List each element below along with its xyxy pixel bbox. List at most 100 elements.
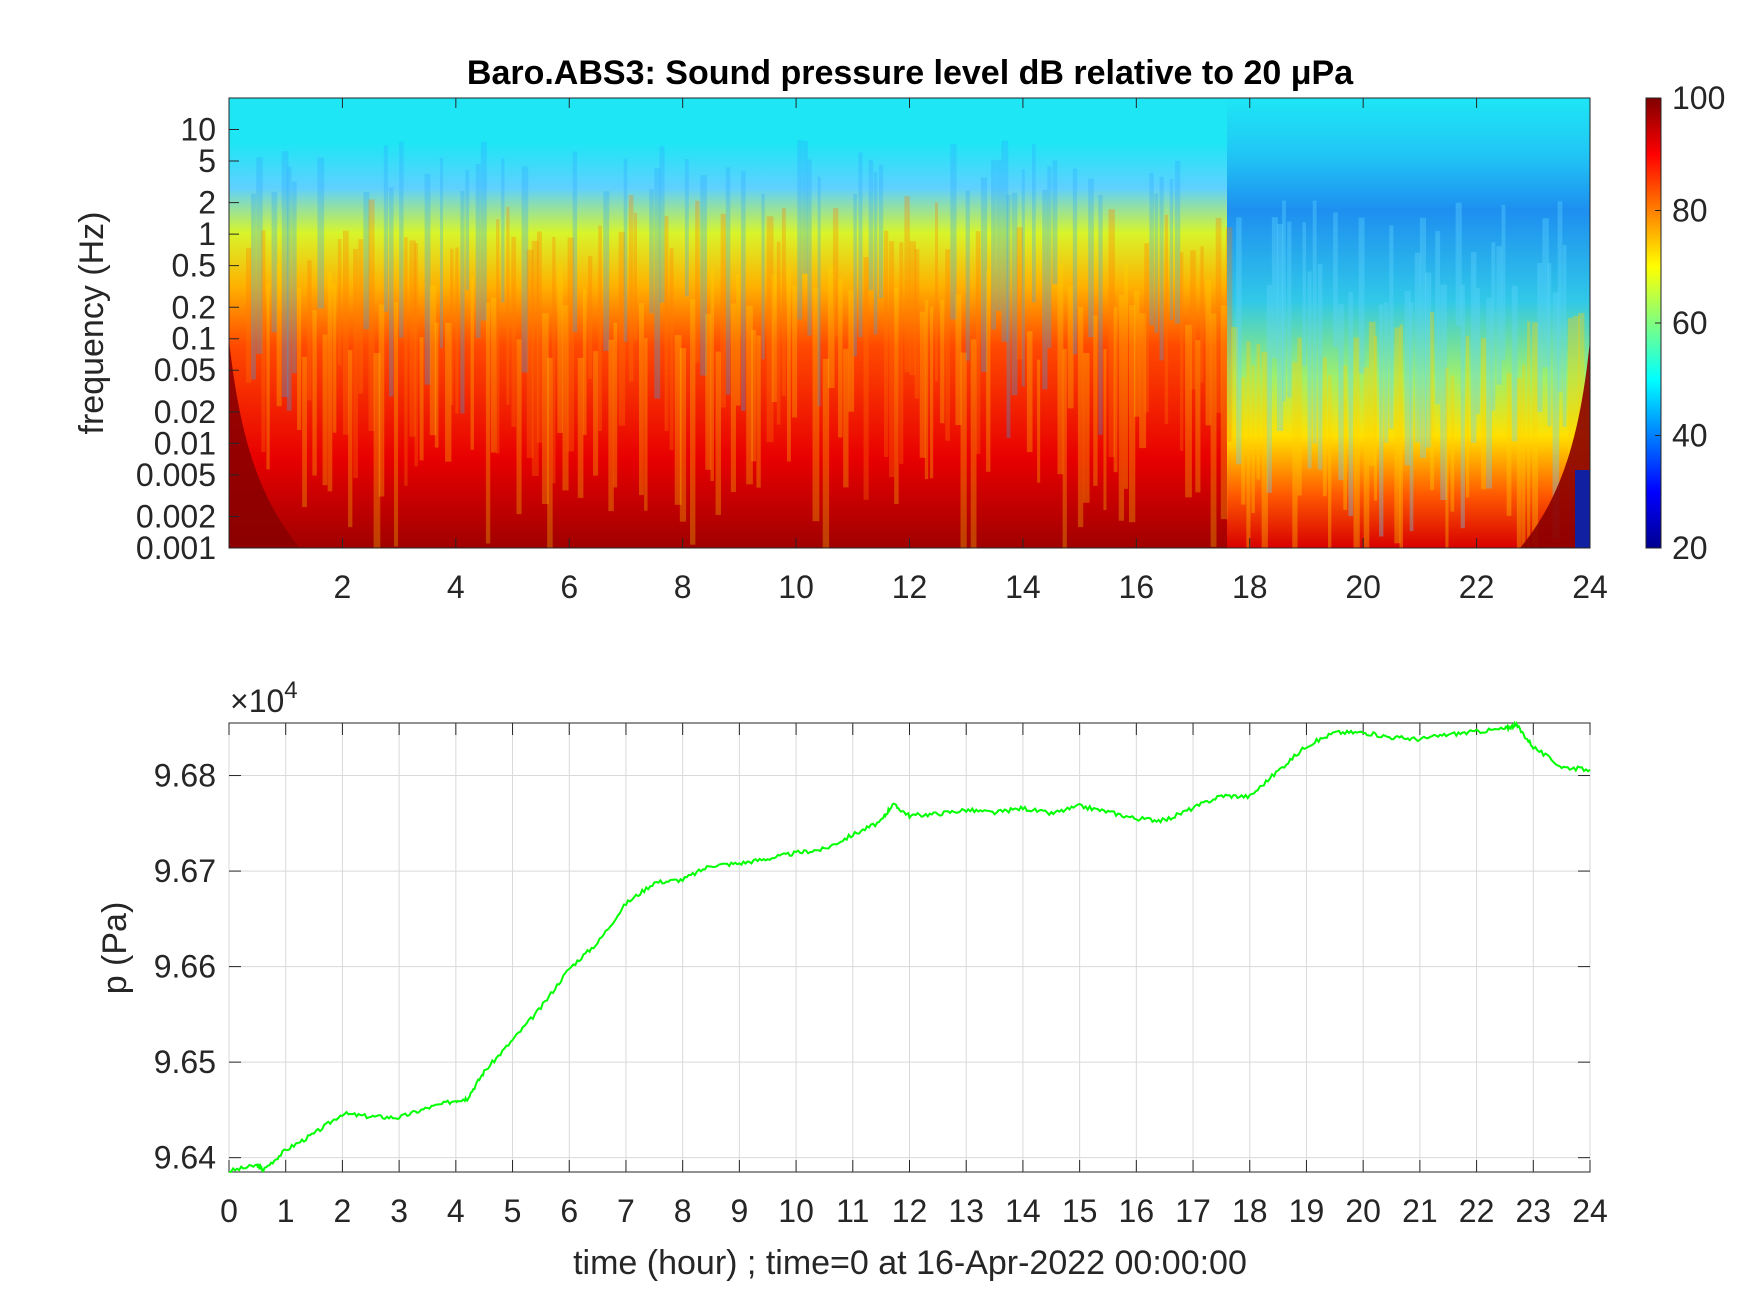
spectrogram-streak	[1322, 357, 1327, 497]
spectrogram-streak	[1205, 280, 1212, 426]
spectrogram-streak	[1486, 297, 1492, 489]
spectrogram-streak	[526, 249, 534, 458]
spectrogram-streak	[1542, 218, 1549, 368]
spectrogram-streak	[1445, 367, 1449, 548]
spectrogram-streak	[735, 274, 741, 406]
spectrogram-streak	[1123, 263, 1129, 489]
pressure-y-tick-label: 9.64	[154, 1140, 216, 1176]
spectrogram-streak	[1026, 331, 1033, 453]
spectrogram-streak	[1384, 302, 1389, 443]
spectrogram-streak	[858, 152, 863, 338]
spectrogram-streak	[684, 158, 689, 297]
spectrogram-streak	[1328, 375, 1332, 548]
spectrogram-streak	[1246, 341, 1251, 548]
pressure-x-tick-label: 15	[1062, 1193, 1098, 1229]
spectrogram-streak	[1282, 200, 1286, 402]
spectrogram-y-tick-label: 0.1	[172, 321, 216, 357]
spectrogram-streak	[337, 239, 342, 366]
spectrogram-streak	[460, 190, 465, 414]
spectrogram-streak	[608, 339, 614, 512]
spectrogram-streak	[1404, 290, 1411, 466]
spectrogram-streak	[1373, 335, 1378, 501]
spectrogram-streak	[1042, 189, 1048, 390]
spectrogram-streak	[1521, 364, 1526, 548]
spectrogram-streak	[873, 171, 878, 335]
spectrogram-streak	[1343, 365, 1347, 510]
spectrogram-streak	[1241, 377, 1246, 505]
spectrogram-streak	[1481, 338, 1487, 490]
spectrogram-streak	[730, 303, 736, 493]
spectrogram-streak	[348, 350, 353, 528]
spectrogram-streak	[1231, 327, 1238, 448]
spectrogram-streak	[1562, 244, 1567, 427]
spectrogram-streak	[1256, 343, 1261, 480]
spectrogram-streak	[1547, 263, 1552, 427]
spectrogram-streak	[1317, 264, 1323, 470]
pressure-x-tick-label: 2	[334, 1193, 352, 1229]
spectrogram-streak	[787, 265, 791, 462]
spectrogram-streak	[1338, 304, 1344, 481]
spectrogram-x-tick-label: 2	[334, 569, 352, 605]
spectrogram-streak	[1149, 172, 1154, 326]
spectrogram-streak	[1108, 209, 1115, 458]
pressure-x-tick-label: 10	[778, 1193, 814, 1229]
spectrogram-streak	[1419, 217, 1426, 459]
spectrogram-streak	[1200, 246, 1204, 383]
spectrogram-streak	[817, 176, 821, 407]
spectrogram-streak	[1001, 140, 1009, 342]
spectrogram-streak	[1236, 217, 1242, 465]
spectrogram-streak	[940, 299, 945, 424]
spectrogram-streak	[883, 230, 889, 457]
spectrogram-streak	[542, 313, 549, 505]
spectrogram-streak	[781, 207, 786, 396]
spectrogram-streak	[1409, 301, 1414, 532]
spectrogram-streak	[812, 287, 820, 522]
spectrogram-streak	[582, 288, 587, 435]
pressure-y-tick-label: 9.65	[154, 1044, 216, 1080]
spectrogram-streak	[1261, 352, 1268, 548]
spectrogram-x-tick-label: 20	[1345, 569, 1381, 605]
spectrogram-streak	[644, 338, 648, 511]
spectrogram-streak	[577, 357, 584, 498]
pressure-x-tick-label: 16	[1119, 1193, 1155, 1229]
spectrogram-streak	[827, 265, 835, 388]
spectrogram-streak	[552, 236, 556, 484]
spectrogram-y-tick-label: 2	[198, 185, 216, 221]
spectrogram-y-tick-label: 0.005	[136, 457, 216, 493]
pressure-x-tick-label: 24	[1572, 1193, 1608, 1229]
spectrogram-streak	[506, 206, 510, 405]
spectrogram-streak	[501, 158, 505, 303]
spectrogram-streak	[613, 322, 618, 488]
spectrogram-streak	[1353, 337, 1360, 548]
pressure-y-tick-label: 9.67	[154, 853, 216, 889]
spectrogram-streak	[664, 215, 669, 432]
spectrogram-streak	[1394, 327, 1401, 544]
spectrogram-streak	[1098, 194, 1103, 435]
spectrogram-streak	[654, 167, 661, 399]
spectrogram-streak	[960, 352, 967, 548]
spectrogram-streak	[1363, 367, 1370, 548]
spectrogram-streak	[1424, 272, 1432, 448]
spectrogram-streak	[1532, 322, 1539, 548]
spectrogram-streak	[1016, 227, 1024, 360]
spectrogram-streak	[1430, 312, 1435, 490]
spectrogram-streak	[470, 277, 474, 450]
spectrogram-streak	[1169, 178, 1174, 320]
pressure-grid	[228, 723, 1591, 1172]
spectrogram-streak	[715, 351, 721, 515]
spectrogram-streak	[342, 230, 349, 435]
spectrogram-streak	[776, 241, 781, 425]
spectrogram-streak	[924, 300, 929, 480]
spectrogram-streak	[1287, 221, 1292, 398]
spectrogram-streak	[633, 212, 638, 341]
spectrogram-streak	[1077, 306, 1084, 528]
spectrogram-streak	[741, 171, 746, 412]
spectrogram-x-tick-label: 8	[674, 569, 692, 605]
spectrogram-streak	[1179, 252, 1184, 451]
pressure-y-ticks: 9.68 9.67 9.66 9.65 9.64	[154, 758, 1590, 1176]
spectrogram-streak	[261, 230, 266, 452]
spectrogram-streak	[1389, 225, 1394, 429]
spectrogram-streak	[327, 272, 333, 492]
spectrogram-streak	[317, 157, 325, 309]
